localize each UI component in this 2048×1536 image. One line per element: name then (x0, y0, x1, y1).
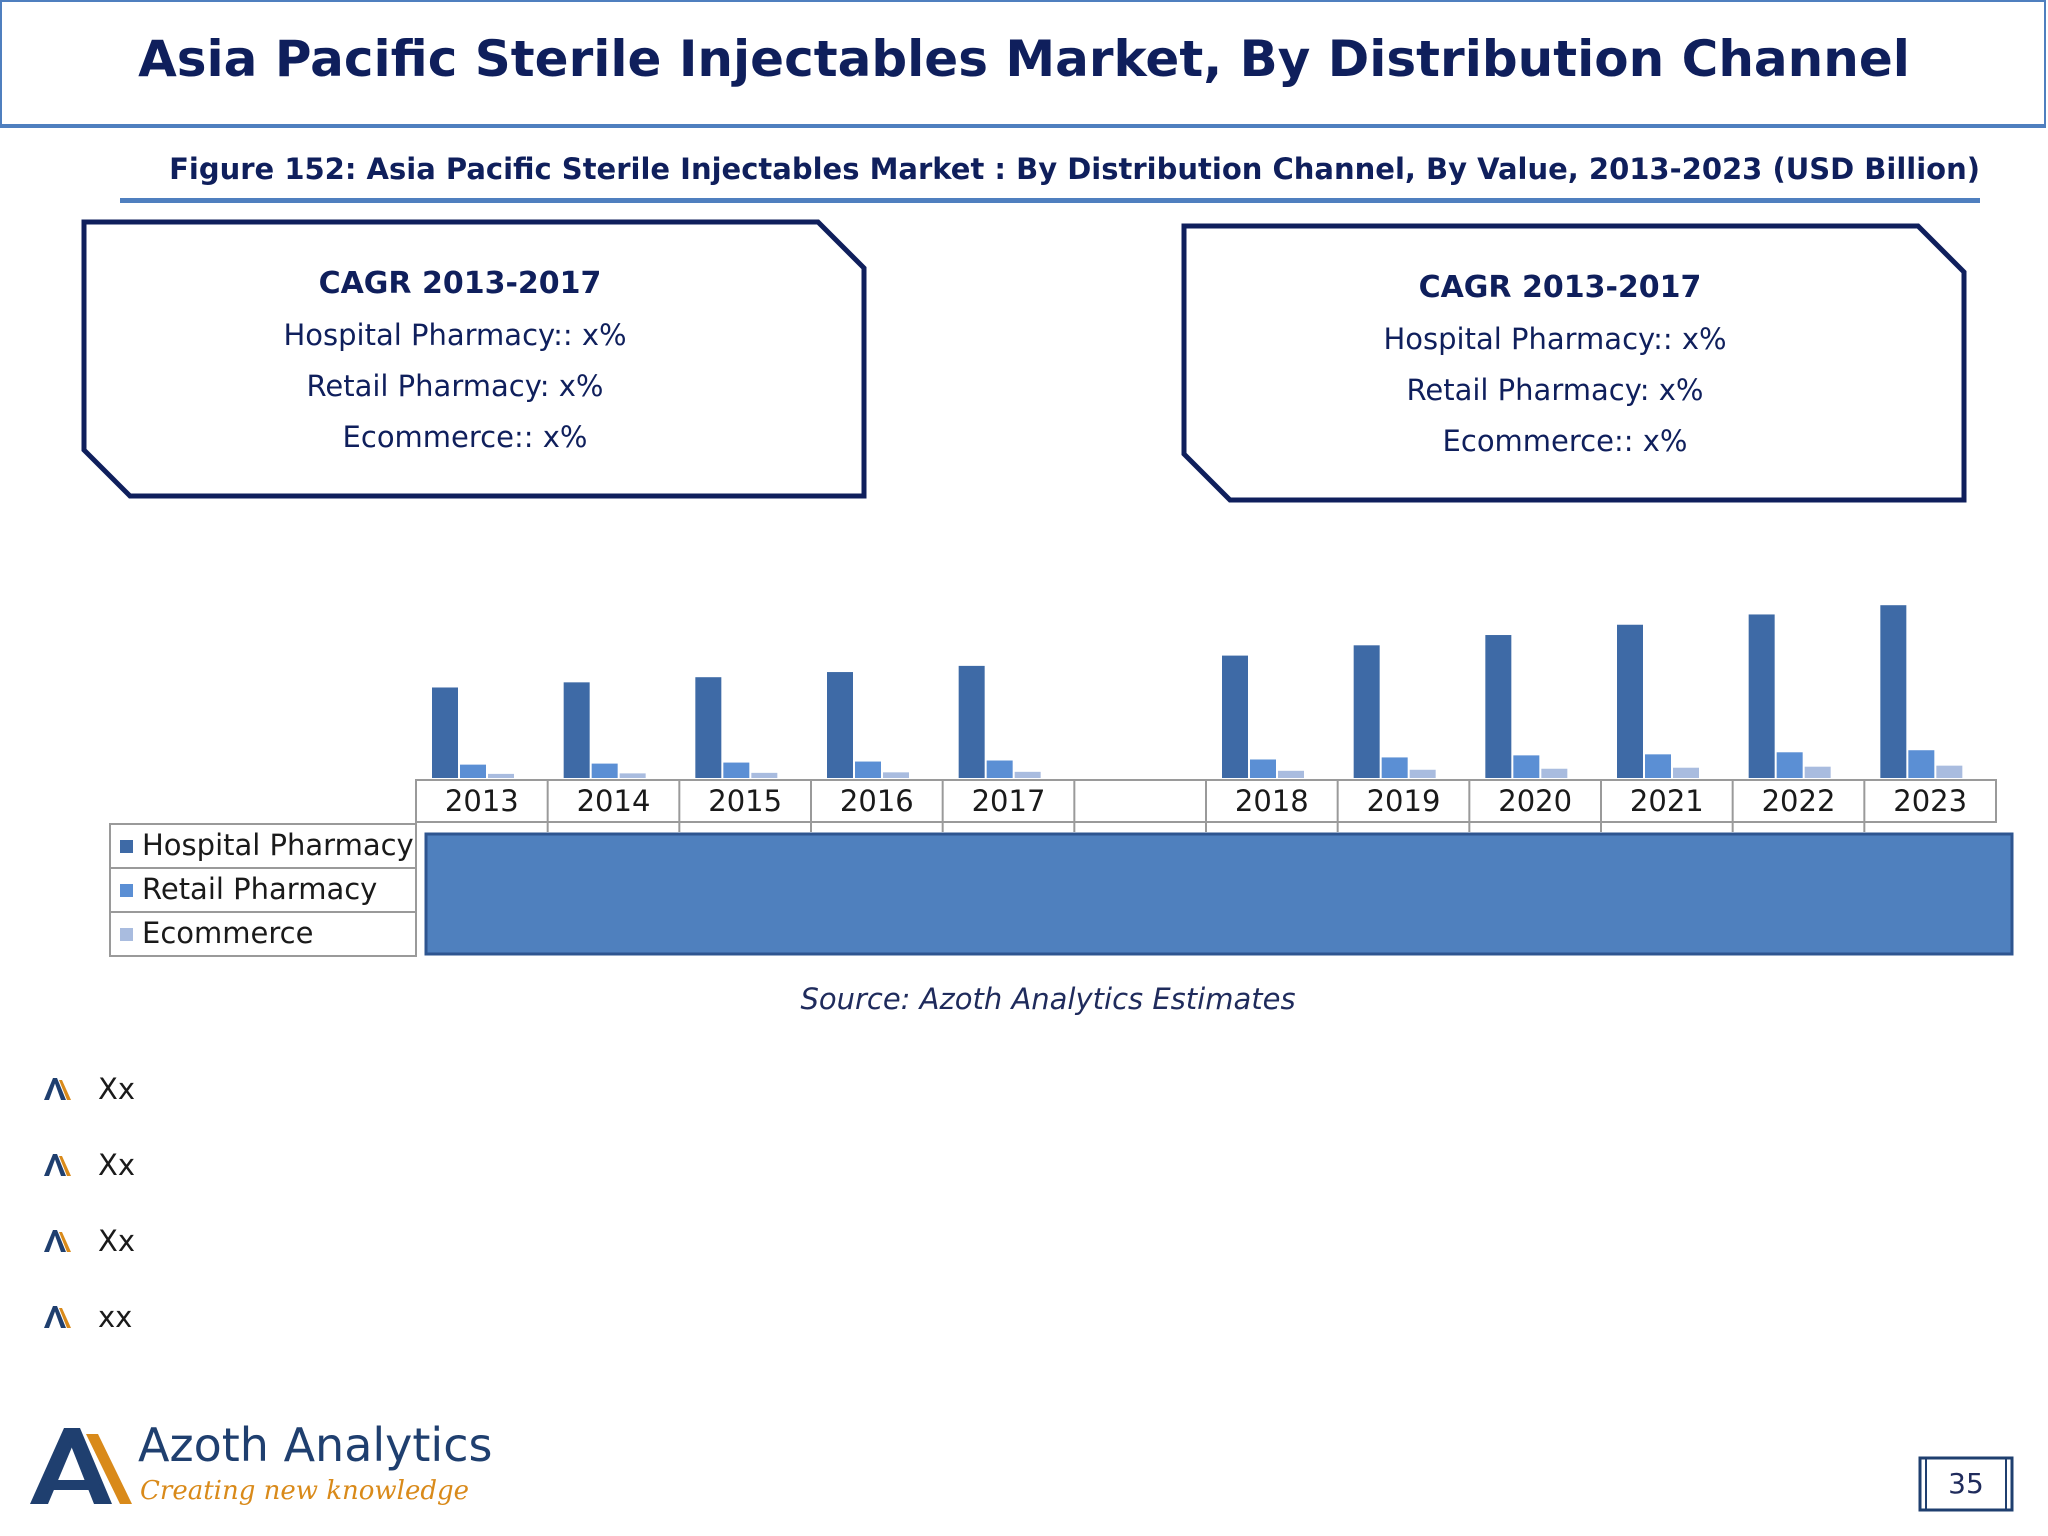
cagr-box-left-content: CAGR 2013-2017 Hospital Pharmacy:: x% Re… (80, 258, 870, 463)
page-number: 35 (1948, 1467, 1984, 1500)
azoth-bullet-icon (44, 1154, 71, 1176)
bar-hospital-pharmacy (1353, 645, 1380, 778)
bar-retail-pharmacy (1908, 750, 1935, 778)
legend-label: Retail Pharmacy (142, 872, 377, 906)
title-bar (0, 0, 2046, 128)
figure-caption: Figure 152: Asia Pacific Sterile Injecta… (169, 152, 1980, 186)
bullet-text: Xx (98, 1148, 136, 1182)
bar-hospital-pharmacy (1617, 624, 1643, 778)
bar-ecommerce (883, 772, 909, 778)
bar-ecommerce (751, 772, 778, 778)
x-tick-label: 2016 (840, 784, 914, 818)
bar-retail-pharmacy (855, 761, 881, 778)
data-table-cover (424, 832, 2014, 956)
bar-ecommerce (1014, 771, 1041, 778)
legend-label: Ecommerce (142, 916, 313, 950)
cagr-box-left (81, 219, 867, 499)
bar-hospital-pharmacy (432, 687, 458, 778)
bar-ecommerce (1541, 768, 1568, 778)
bar-chart: 2013 2014 2015 2016 2017 2018 2019 2020 2021 2022… (109, 605, 2014, 957)
bullet-item: Xx (42, 1072, 135, 1106)
azoth-logo-icon (30, 1428, 132, 1504)
bar-hospital-pharmacy (563, 682, 590, 778)
cagr-hospital-line: Hospital Pharmacy:: x% (1383, 322, 1727, 356)
cagr-title: CAGR 2013-2017 (1418, 270, 1702, 305)
x-tick-label: 2017 (972, 784, 1046, 818)
bullet-item: xx (42, 1300, 132, 1334)
cagr-box-right (1181, 223, 1967, 503)
legend-label: Hospital Pharmacy (142, 828, 414, 862)
cagr-hospital-line: Hospital Pharmacy:: x% (283, 318, 627, 352)
bar-hospital-pharmacy (958, 665, 985, 778)
bullet-text: xx (98, 1300, 133, 1334)
x-tick-label: 2021 (1630, 784, 1704, 818)
page-title: Asia Pacific Sterile Injectables Market,… (138, 30, 1910, 88)
legend-swatch (120, 928, 133, 941)
bar-hospital-pharmacy (1748, 614, 1775, 778)
cagr-ecommerce-line: Ecommerce:: x% (342, 420, 588, 454)
logo-name: Azoth Analytics (138, 1418, 493, 1472)
legend-swatch (120, 840, 133, 853)
legend-swatch (120, 884, 133, 897)
bar-retail-pharmacy (1776, 752, 1803, 778)
bar-ecommerce (488, 773, 514, 778)
page-number-box: 35 (1918, 1456, 2014, 1512)
bar-hospital-pharmacy (695, 677, 722, 778)
bar-retail-pharmacy (1250, 759, 1276, 778)
bar-retail-pharmacy (1645, 754, 1671, 778)
bar-retail-pharmacy (460, 764, 486, 778)
bar-hospital-pharmacy (1880, 605, 1907, 778)
bullet-text: Xx (98, 1072, 136, 1106)
logo-tagline: Creating new knowledge (140, 1476, 470, 1506)
bar-ecommerce (1278, 770, 1304, 778)
x-tick-label: 2020 (1498, 784, 1572, 818)
bar-retail-pharmacy (591, 763, 618, 778)
cagr-title: CAGR 2013-2017 (318, 266, 602, 301)
x-tick-label: 2013 (445, 784, 519, 818)
x-tick-label: 2015 (708, 784, 782, 818)
x-tick-label: 2014 (577, 784, 651, 818)
x-tick-label: 2023 (1893, 784, 1967, 818)
cagr-ecommerce-line: Ecommerce:: x% (1442, 424, 1688, 458)
cagr-retail-line: Retail Pharmacy: x% (1406, 373, 1704, 407)
azoth-bullet-icon (44, 1078, 71, 1100)
bullet-text: Xx (98, 1224, 136, 1258)
bar-retail-pharmacy (1381, 757, 1408, 778)
caption-underline (120, 198, 1980, 203)
bar-ecommerce (619, 773, 646, 778)
azoth-bullet-icon (44, 1230, 71, 1252)
cagr-retail-line: Retail Pharmacy: x% (306, 369, 604, 403)
data-table: 2013 2014 2015 2016 2017 2018 2019 2020 2021 2022… (109, 779, 2014, 957)
azoth-bullet-icon (44, 1306, 71, 1328)
bullet-item: Xx (42, 1224, 135, 1258)
bar-hospital-pharmacy (1222, 655, 1248, 778)
legend-row (109, 911, 417, 957)
bar-hospital-pharmacy (1485, 635, 1512, 778)
cagr-box-right-content: CAGR 2013-2017 Hospital Pharmacy:: x% Re… (1180, 262, 1970, 467)
bar-ecommerce (1673, 767, 1699, 778)
bar-retail-pharmacy (986, 760, 1013, 778)
x-tick-label: 2019 (1367, 784, 1441, 818)
bullet-item: Xx (42, 1148, 135, 1182)
x-tick-label: 2022 (1762, 784, 1836, 818)
company-logo: Azoth Analytics Creating new knowledge (28, 1418, 508, 1518)
x-tick-label: 2018 (1235, 784, 1309, 818)
bar-retail-pharmacy (723, 762, 750, 778)
bar-ecommerce (1804, 766, 1831, 778)
bars-layer (432, 605, 1963, 778)
bar-hospital-pharmacy (827, 672, 853, 778)
source-note: Source: Azoth Analytics Estimates (800, 982, 1296, 1016)
bar-ecommerce (1936, 765, 1963, 778)
bar-retail-pharmacy (1513, 755, 1540, 778)
bar-ecommerce (1409, 769, 1436, 778)
